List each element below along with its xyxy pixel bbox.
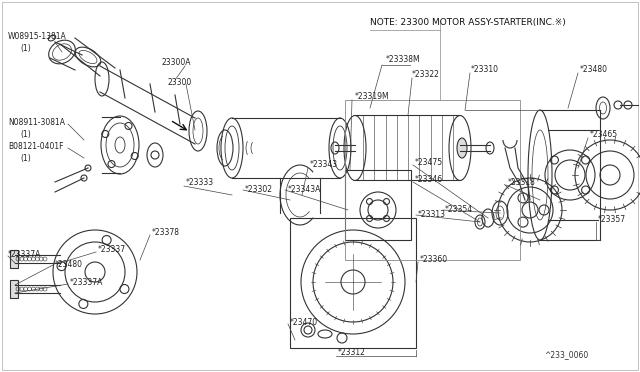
- Text: *23310: *23310: [471, 65, 499, 74]
- Text: *23354: *23354: [445, 205, 473, 214]
- Bar: [290, 218, 416, 348]
- Text: *23480: *23480: [55, 260, 83, 269]
- Text: *23357: *23357: [598, 215, 626, 224]
- Text: *23343: *23343: [310, 160, 338, 169]
- Text: *23313: *23313: [418, 210, 446, 219]
- Text: *23312: *23312: [338, 348, 366, 357]
- Text: N08911-3081A: N08911-3081A: [8, 118, 65, 127]
- Text: *23346: *23346: [415, 175, 443, 184]
- Bar: [10, 250, 18, 268]
- Bar: [345, 100, 520, 260]
- Text: *23322: *23322: [412, 70, 440, 79]
- Text: *23302: *23302: [245, 185, 273, 194]
- Text: *23343A: *23343A: [288, 185, 321, 194]
- Text: *23337: *23337: [98, 245, 126, 254]
- Text: 23300A: 23300A: [162, 58, 191, 67]
- Text: *23378: *23378: [152, 228, 180, 237]
- Text: (1): (1): [20, 44, 31, 53]
- Text: B08121-0401F: B08121-0401F: [8, 142, 63, 151]
- Text: *23338M: *23338M: [386, 55, 420, 64]
- Text: (1): (1): [20, 130, 31, 139]
- Text: *23337A: *23337A: [70, 278, 104, 287]
- Text: ^233_0060: ^233_0060: [544, 350, 588, 359]
- Text: *23319M: *23319M: [355, 92, 390, 101]
- Text: *23318: *23318: [508, 178, 536, 187]
- Text: *23470: *23470: [290, 318, 318, 327]
- Text: *23480: *23480: [580, 65, 608, 74]
- Text: *23465: *23465: [590, 130, 618, 139]
- Ellipse shape: [457, 138, 467, 158]
- Text: (1): (1): [20, 154, 31, 163]
- Text: *23475: *23475: [415, 158, 443, 167]
- Bar: [345, 170, 411, 240]
- Text: *23360: *23360: [420, 255, 448, 264]
- Text: *23337A: *23337A: [8, 250, 42, 259]
- Text: 23300: 23300: [168, 78, 192, 87]
- Text: NOTE: 23300 MOTOR ASSY-STARTER(INC.※): NOTE: 23300 MOTOR ASSY-STARTER(INC.※): [370, 18, 566, 27]
- Text: *23333: *23333: [186, 178, 214, 187]
- Text: W08915-1381A: W08915-1381A: [8, 32, 67, 41]
- Bar: [10, 280, 18, 298]
